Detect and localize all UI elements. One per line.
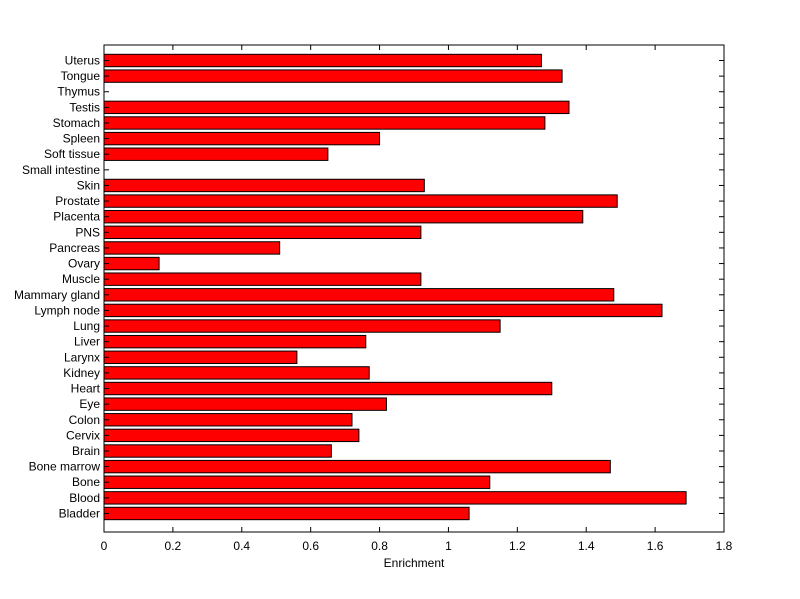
bars-layer [103, 53, 687, 521]
x-tick-label: 1 [445, 539, 452, 553]
x-tick-label: 1.8 [716, 539, 733, 553]
bar-cervix [103, 428, 360, 443]
bar-muscle [103, 272, 422, 286]
y-tick-label: Colon [69, 413, 100, 427]
y-tick-label: Kidney [63, 366, 100, 380]
bar-brain [103, 444, 332, 458]
y-tick-label: Bladder [59, 506, 100, 520]
y-tick-label: Tongue [61, 69, 101, 83]
y-tick-label: Cervix [66, 428, 100, 442]
bar-lymph-node [103, 303, 663, 318]
bar-pancreas [103, 241, 281, 255]
y-tick-label: Skin [77, 178, 100, 192]
y-tick-label: Brain [72, 444, 100, 458]
bar-stomach [103, 116, 546, 130]
y-tick-label: Lymph node [34, 303, 100, 317]
bar-prostate [103, 194, 618, 208]
bar-lung [103, 319, 501, 333]
bar-bone [103, 475, 491, 489]
y-tick-label: Small intestine [22, 163, 100, 177]
x-tick-labels: 0 0.2 0.4 0.6 0.8 1 1.2 1.4 1.6 1.8 [101, 539, 733, 553]
x-tick-label: 0.6 [302, 539, 319, 553]
y-tick-label: Soft tissue [44, 147, 100, 161]
y-tick-label: Larynx [64, 350, 100, 364]
y-tick-label: Prostate [55, 194, 100, 208]
x-tick-label: 0.2 [165, 539, 182, 553]
bar-blood [103, 491, 687, 505]
x-axis-label: Enrichment [384, 556, 445, 570]
y-tick-label: Pancreas [49, 241, 100, 255]
y-tick-label: Blood [69, 491, 100, 505]
x-tick-label: 1.6 [647, 539, 664, 553]
bar-colon [103, 413, 353, 427]
bar-ovary [103, 256, 160, 271]
bar-bladder [103, 506, 470, 521]
y-tick-label: Uterus [65, 54, 100, 68]
bar-eye [103, 397, 387, 411]
y-tick-label: Bone [72, 475, 100, 489]
x-tick-label: 0 [101, 539, 108, 553]
y-tick-label: Eye [79, 397, 100, 411]
y-tick-label: Spleen [63, 132, 100, 146]
plot-frame [103, 44, 725, 533]
y-tick-label: Lung [73, 319, 100, 333]
y-tick-label: Liver [74, 335, 100, 349]
y-tick-label: Muscle [62, 272, 100, 286]
y-tick-label: PNS [75, 225, 100, 239]
bar-pns [103, 225, 422, 240]
bar-kidney [103, 366, 370, 380]
bar-skin [103, 178, 425, 193]
x-tick-label: 0.4 [233, 539, 250, 553]
y-tick-label: Bone marrow [29, 460, 101, 474]
x-tick-label: 1.4 [578, 539, 595, 553]
bar-bone-marrow [103, 459, 611, 474]
bar-uterus [103, 53, 542, 68]
bar-placenta [103, 210, 584, 224]
x-tick-label: 0.8 [371, 539, 388, 553]
bar-tongue [103, 69, 563, 83]
bar-testis [103, 100, 570, 115]
y-tick-label: Stomach [53, 116, 100, 130]
y-tick-label: Mammary gland [14, 288, 100, 302]
y-tick-label: Ovary [68, 257, 100, 271]
bar-soft-tissue [103, 147, 329, 161]
bar-larynx [103, 350, 298, 364]
x-tick-label: 1.2 [509, 539, 526, 553]
y-tick-label: Testis [69, 100, 100, 114]
y-tick-label: Heart [71, 382, 101, 396]
bar-liver [103, 334, 367, 349]
y-tick-label: Thymus [57, 85, 100, 99]
y-tick-label: Placenta [53, 210, 100, 224]
bar-spleen [103, 131, 381, 146]
bar-heart [103, 381, 553, 396]
ticks-layer [103, 45, 725, 532]
bar-mammary-gland [103, 288, 615, 302]
